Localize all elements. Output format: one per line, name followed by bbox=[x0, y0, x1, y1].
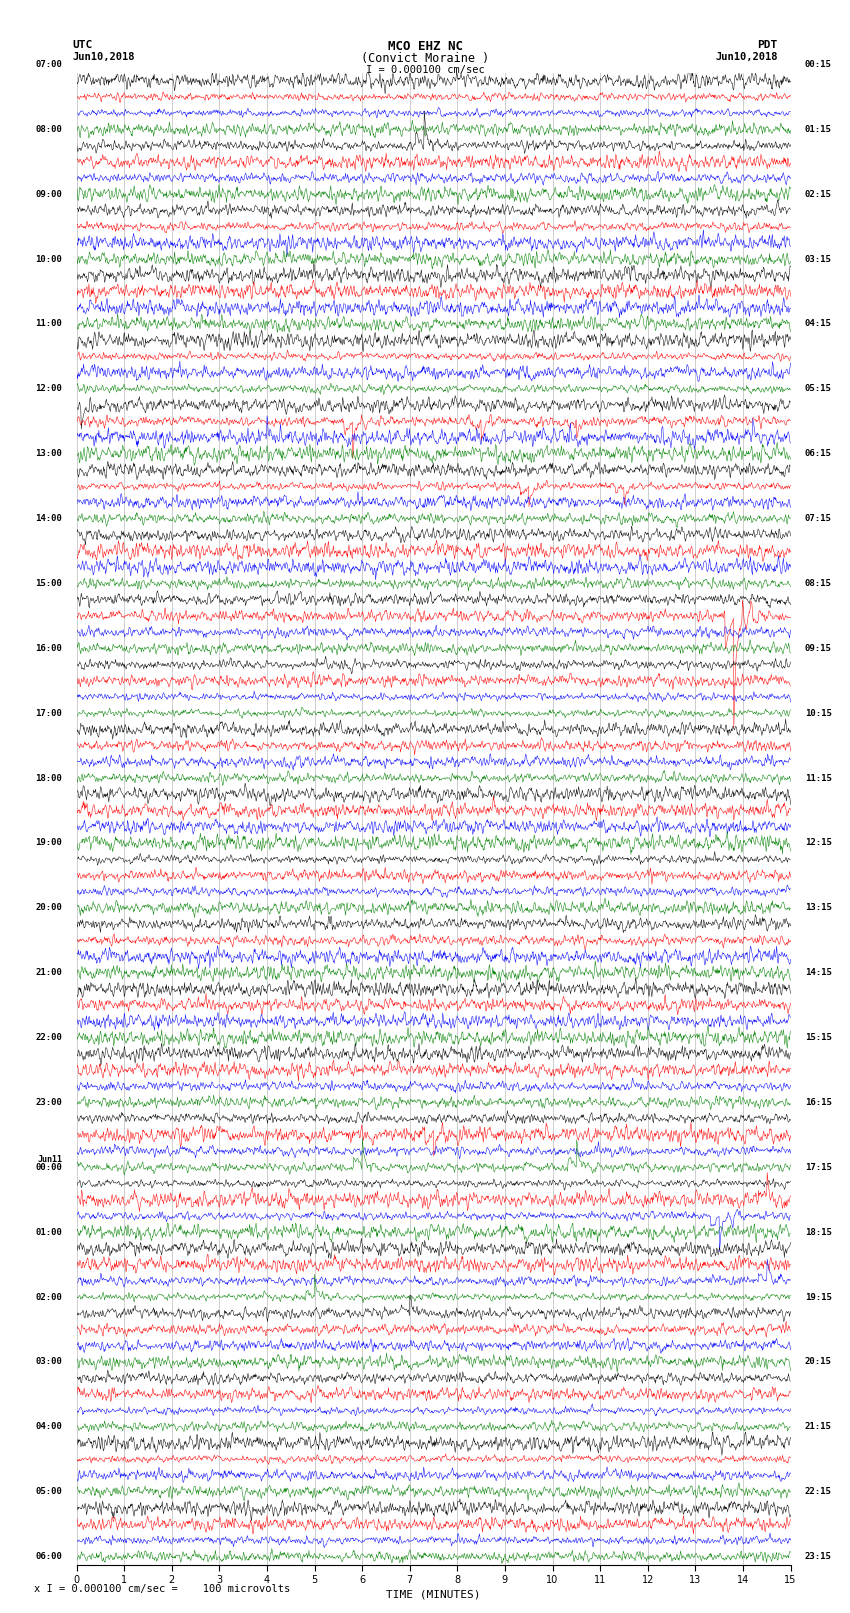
Text: 03:15: 03:15 bbox=[805, 255, 831, 263]
Text: 19:00: 19:00 bbox=[36, 839, 62, 847]
Text: 20:15: 20:15 bbox=[805, 1358, 831, 1366]
Text: 22:00: 22:00 bbox=[36, 1032, 62, 1042]
Text: 19:15: 19:15 bbox=[805, 1292, 831, 1302]
Text: 11:15: 11:15 bbox=[805, 774, 831, 782]
Text: 07:15: 07:15 bbox=[805, 515, 831, 523]
Text: 02:00: 02:00 bbox=[36, 1292, 62, 1302]
Text: x I = 0.000100 cm/sec =    100 microvolts: x I = 0.000100 cm/sec = 100 microvolts bbox=[34, 1584, 290, 1594]
Text: 18:00: 18:00 bbox=[36, 774, 62, 782]
Text: 07:00: 07:00 bbox=[36, 60, 62, 69]
Text: 14:15: 14:15 bbox=[805, 968, 831, 977]
Text: 05:00: 05:00 bbox=[36, 1487, 62, 1497]
Text: 08:00: 08:00 bbox=[36, 124, 62, 134]
Text: 09:00: 09:00 bbox=[36, 190, 62, 198]
Text: 08:15: 08:15 bbox=[805, 579, 831, 589]
Text: 05:15: 05:15 bbox=[805, 384, 831, 394]
Text: Jun10,2018: Jun10,2018 bbox=[72, 52, 135, 61]
Text: 15:15: 15:15 bbox=[805, 1032, 831, 1042]
Text: (Convict Moraine ): (Convict Moraine ) bbox=[361, 52, 489, 65]
Text: 03:00: 03:00 bbox=[36, 1358, 62, 1366]
Text: 21:00: 21:00 bbox=[36, 968, 62, 977]
Text: 04:15: 04:15 bbox=[805, 319, 831, 329]
Text: 20:00: 20:00 bbox=[36, 903, 62, 913]
Text: 16:15: 16:15 bbox=[805, 1098, 831, 1107]
Text: 10:15: 10:15 bbox=[805, 708, 831, 718]
Text: 04:00: 04:00 bbox=[36, 1423, 62, 1431]
Text: PDT: PDT bbox=[757, 40, 778, 50]
Text: 06:15: 06:15 bbox=[805, 448, 831, 458]
Text: Jun11: Jun11 bbox=[37, 1155, 62, 1163]
Text: 00:00: 00:00 bbox=[36, 1163, 62, 1171]
Text: UTC: UTC bbox=[72, 40, 93, 50]
Text: 02:15: 02:15 bbox=[805, 190, 831, 198]
Text: I = 0.000100 cm/sec: I = 0.000100 cm/sec bbox=[366, 65, 484, 74]
Text: 18:15: 18:15 bbox=[805, 1227, 831, 1237]
Text: 23:00: 23:00 bbox=[36, 1098, 62, 1107]
Text: 01:15: 01:15 bbox=[805, 124, 831, 134]
Text: 15:00: 15:00 bbox=[36, 579, 62, 589]
Text: 09:15: 09:15 bbox=[805, 644, 831, 653]
Text: 16:00: 16:00 bbox=[36, 644, 62, 653]
Text: 13:00: 13:00 bbox=[36, 448, 62, 458]
Text: 23:15: 23:15 bbox=[805, 1552, 831, 1561]
X-axis label: TIME (MINUTES): TIME (MINUTES) bbox=[386, 1589, 481, 1598]
Text: 06:00: 06:00 bbox=[36, 1552, 62, 1561]
Text: 17:15: 17:15 bbox=[805, 1163, 831, 1171]
Text: MCO EHZ NC: MCO EHZ NC bbox=[388, 40, 462, 53]
Text: 21:15: 21:15 bbox=[805, 1423, 831, 1431]
Text: 13:15: 13:15 bbox=[805, 903, 831, 913]
Text: 11:00: 11:00 bbox=[36, 319, 62, 329]
Text: 22:15: 22:15 bbox=[805, 1487, 831, 1497]
Text: 17:00: 17:00 bbox=[36, 708, 62, 718]
Text: Jun10,2018: Jun10,2018 bbox=[715, 52, 778, 61]
Text: 14:00: 14:00 bbox=[36, 515, 62, 523]
Text: 00:15: 00:15 bbox=[805, 60, 831, 69]
Text: 01:00: 01:00 bbox=[36, 1227, 62, 1237]
Text: 12:00: 12:00 bbox=[36, 384, 62, 394]
Text: 12:15: 12:15 bbox=[805, 839, 831, 847]
Text: 10:00: 10:00 bbox=[36, 255, 62, 263]
